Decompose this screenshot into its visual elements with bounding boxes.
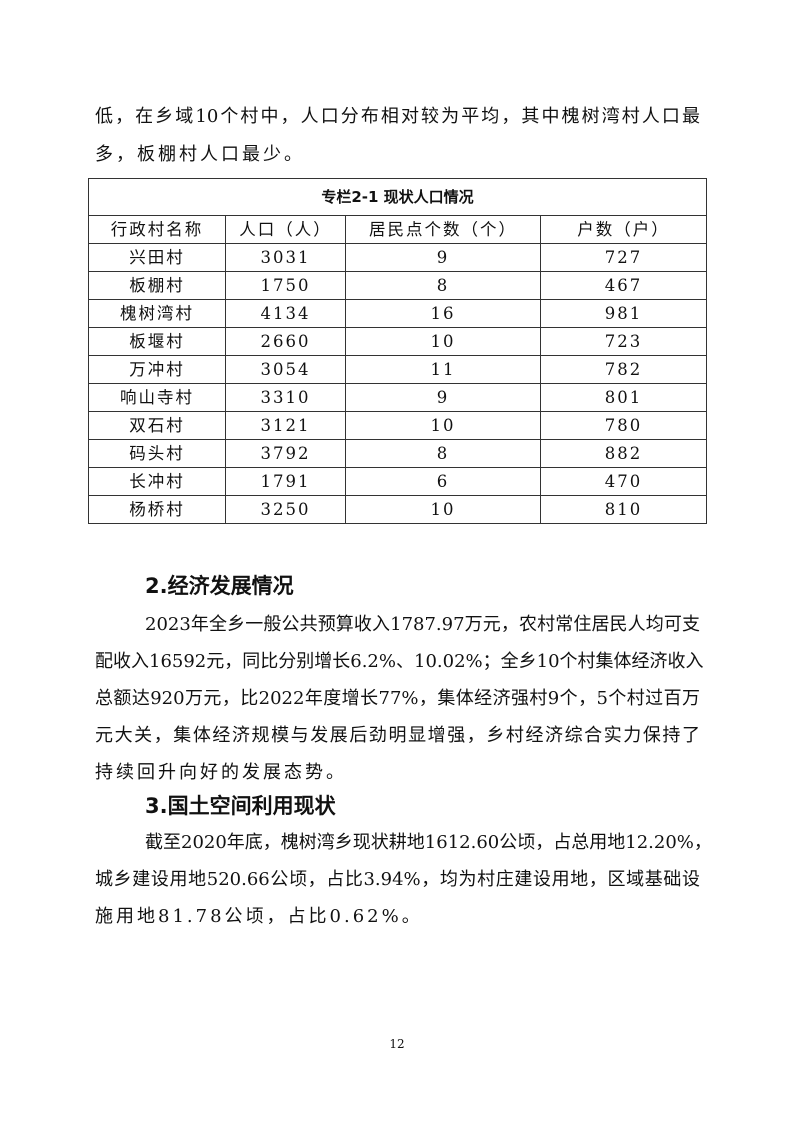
table-cell: 801 bbox=[540, 383, 707, 412]
table-row: 码头村 3792 8 882 bbox=[88, 439, 707, 468]
text-line: 配收入16592元，同比分别增长6.2%、10.02%；全乡10个村集体经济收入 bbox=[95, 651, 704, 672]
table-cell: 1750 bbox=[225, 271, 346, 300]
table-cell: 470 bbox=[540, 467, 707, 496]
table-cell: 4134 bbox=[225, 299, 346, 328]
text-line: 施用地81.78公顷，占比0.62%。 bbox=[95, 906, 423, 927]
table-cell: 3310 bbox=[225, 383, 346, 412]
table-cell: 3031 bbox=[225, 243, 346, 272]
table-cell: 9 bbox=[345, 383, 541, 412]
table-cell: 响山寺村 bbox=[88, 383, 226, 412]
table-cell: 11 bbox=[345, 355, 541, 384]
table-cell: 6 bbox=[345, 467, 541, 496]
column-header: 户数（户） bbox=[540, 215, 707, 244]
table-row: 杨桥村 3250 10 810 bbox=[88, 495, 707, 524]
table-cell: 16 bbox=[345, 299, 541, 328]
text-line: 低，在乡域10个村中，人口分布相对较为平均，其中槐树湾村人口最 bbox=[95, 106, 700, 127]
table-cell: 727 bbox=[540, 243, 707, 272]
table-cell: 782 bbox=[540, 355, 707, 384]
table-cell: 3121 bbox=[225, 411, 346, 440]
text-line: 多，板棚村人口最少。 bbox=[95, 144, 305, 165]
table-cell: 3054 bbox=[225, 355, 346, 384]
table-cell: 723 bbox=[540, 327, 707, 356]
column-header: 居民点个数（个） bbox=[345, 215, 541, 244]
table-cell: 兴田村 bbox=[88, 243, 226, 272]
table-cell: 9 bbox=[345, 243, 541, 272]
table-cell: 2660 bbox=[225, 327, 346, 356]
text-line: 元大关，集体经济规模与发展后劲明显增强，乡村经济综合实力保持了 bbox=[95, 725, 700, 746]
table-row: 响山寺村 3310 9 801 bbox=[88, 383, 707, 412]
table-cell: 码头村 bbox=[88, 439, 226, 468]
table-cell: 10 bbox=[345, 327, 541, 356]
table-row: 长冲村 1791 6 470 bbox=[88, 467, 707, 496]
column-header: 人口（人） bbox=[225, 215, 346, 244]
table-cell: 万冲村 bbox=[88, 355, 226, 384]
table-cell: 杨桥村 bbox=[88, 495, 226, 524]
table-cell: 3250 bbox=[225, 495, 346, 524]
table-row: 万冲村 3054 11 782 bbox=[88, 355, 707, 384]
table-cell: 1791 bbox=[225, 467, 346, 496]
text-line: 截至2020年底，槐树湾乡现状耕地1612.60公顷，占总用地12.20%， bbox=[145, 832, 712, 853]
table-cell: 810 bbox=[540, 495, 707, 524]
table-cell: 板棚村 bbox=[88, 271, 226, 300]
table-cell: 8 bbox=[345, 439, 541, 468]
population-table: 专栏2-1 现状人口情况 行政村名称 人口（人） 居民点个数（个） 户数（户） … bbox=[88, 178, 707, 524]
table-cell: 板堰村 bbox=[88, 327, 226, 356]
table-cell: 8 bbox=[345, 271, 541, 300]
table-row: 板棚村 1750 8 467 bbox=[88, 271, 707, 300]
page-number: 12 bbox=[389, 1037, 405, 1051]
table-cell: 981 bbox=[540, 299, 707, 328]
table-row: 板堰村 2660 10 723 bbox=[88, 327, 707, 356]
table-cell: 长冲村 bbox=[88, 467, 226, 496]
table-cell: 467 bbox=[540, 271, 707, 300]
text-line: 持续回升向好的发展态势。 bbox=[95, 762, 347, 783]
table-cell: 槐树湾村 bbox=[88, 299, 226, 328]
column-header: 行政村名称 bbox=[88, 215, 226, 244]
table-row: 双石村 3121 10 780 bbox=[88, 411, 707, 440]
text-line: 总额达920万元，比2022年度增长77%，集体经济强村9个，5个村过百万 bbox=[95, 688, 700, 709]
text-line: 城乡建设用地520.66公顷，占比3.94%，均为村庄建设用地，区域基础设 bbox=[95, 869, 700, 890]
table-cell: 10 bbox=[345, 411, 541, 440]
section-heading: 3.国土空间利用现状 bbox=[145, 794, 336, 818]
section-heading: 2.经济发展情况 bbox=[145, 574, 294, 598]
table-row: 槐树湾村 4134 16 981 bbox=[88, 299, 707, 328]
table-cell: 882 bbox=[540, 439, 707, 468]
table-title: 专栏2-1 现状人口情况 bbox=[88, 178, 707, 216]
table-cell: 双石村 bbox=[88, 411, 226, 440]
table-cell: 3792 bbox=[225, 439, 346, 468]
table-cell: 10 bbox=[345, 495, 541, 524]
text-line: 2023年全乡一般公共预算收入1787.97万元，农村常住居民人均可支 bbox=[145, 614, 700, 635]
table-cell: 780 bbox=[540, 411, 707, 440]
table-row: 兴田村 3031 9 727 bbox=[88, 243, 707, 272]
